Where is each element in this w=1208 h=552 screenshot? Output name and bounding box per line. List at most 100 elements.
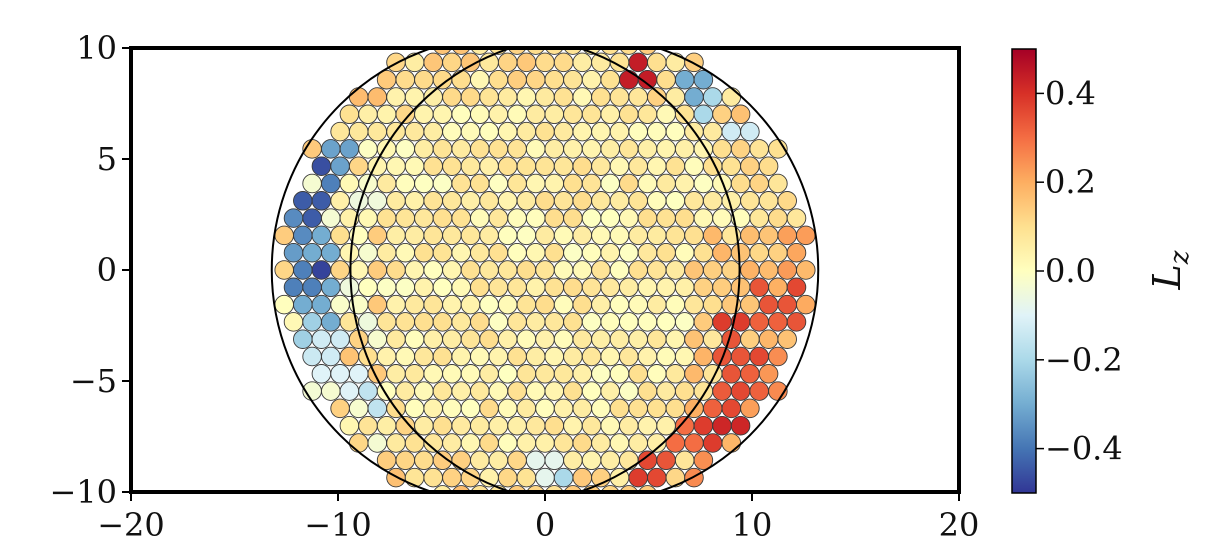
particle-point xyxy=(656,277,676,298)
particle-point xyxy=(321,346,341,367)
particle-point xyxy=(600,312,620,332)
particle-point xyxy=(777,191,797,211)
particle-point xyxy=(600,69,620,90)
particle-point xyxy=(693,415,714,436)
particle-point xyxy=(470,69,490,90)
particle-point xyxy=(283,242,304,263)
particle-point xyxy=(572,433,593,453)
particle-point xyxy=(348,433,369,453)
particle-point xyxy=(367,398,388,419)
particle-point xyxy=(395,381,416,401)
particle-point xyxy=(572,467,593,488)
particle-point xyxy=(423,121,443,142)
particle-point xyxy=(674,450,695,471)
particle-point xyxy=(563,139,583,159)
particle-point xyxy=(665,52,686,73)
particle-point xyxy=(525,312,546,332)
particle-point xyxy=(563,69,583,90)
particle-point xyxy=(348,364,369,384)
particle-point xyxy=(553,191,574,211)
particle-point xyxy=(758,156,779,176)
particle-point xyxy=(358,415,378,436)
particle-point xyxy=(702,87,723,107)
particle-point xyxy=(563,346,583,367)
particle-point xyxy=(600,208,620,228)
particle-point xyxy=(358,104,378,125)
particle-point xyxy=(656,450,676,471)
particle-point xyxy=(749,208,769,228)
particle-point xyxy=(656,381,676,401)
particle-point xyxy=(470,415,490,436)
particle-point xyxy=(497,87,518,107)
particle-point xyxy=(693,450,714,471)
particle-point xyxy=(451,381,471,401)
particle-point xyxy=(414,69,434,90)
particle-point xyxy=(274,260,294,280)
particle-point xyxy=(479,294,499,315)
particle-point xyxy=(656,312,676,332)
particle-point xyxy=(516,398,537,419)
particle-point xyxy=(796,225,816,246)
particle-point xyxy=(433,485,452,492)
particle-point xyxy=(414,381,434,401)
particle-point xyxy=(404,398,425,419)
particle-point xyxy=(470,48,490,55)
particle-point xyxy=(553,225,574,246)
particle-point xyxy=(432,381,453,401)
particle-point xyxy=(395,242,416,263)
particle-point xyxy=(674,312,695,332)
particle-point xyxy=(684,156,704,176)
particle-point xyxy=(740,191,760,211)
particle-point xyxy=(721,398,742,419)
particle-point xyxy=(674,139,695,159)
particle-point xyxy=(535,87,555,107)
particle-point xyxy=(619,346,639,367)
particle-point xyxy=(638,485,657,492)
particle-point xyxy=(432,242,453,263)
particle-point xyxy=(423,191,443,211)
particle-point xyxy=(376,277,397,298)
particle-point xyxy=(600,346,620,367)
particle-point xyxy=(581,450,602,471)
particle-point xyxy=(563,242,583,263)
particle-point xyxy=(581,208,602,228)
particle-point xyxy=(367,87,388,107)
particle-point xyxy=(470,242,490,263)
particle-point xyxy=(386,225,406,246)
particle-point xyxy=(535,121,555,142)
particle-point xyxy=(525,450,546,471)
particle-point xyxy=(516,225,537,246)
particle-point xyxy=(591,225,611,246)
particle-point xyxy=(404,364,425,384)
particle-point xyxy=(665,467,686,488)
particle-point xyxy=(330,294,350,315)
particle-point xyxy=(535,156,555,176)
particle-point xyxy=(581,277,602,298)
particle-point xyxy=(516,156,537,176)
particle-point xyxy=(572,294,593,315)
particle-point xyxy=(404,467,425,488)
particle-point xyxy=(693,208,714,228)
y-tick-label: 0 xyxy=(97,251,117,289)
particle-point xyxy=(563,381,583,401)
particle-point xyxy=(451,415,471,436)
particle-point xyxy=(432,312,453,332)
particle-point xyxy=(553,121,574,142)
particle-point xyxy=(684,433,704,453)
particle-point xyxy=(740,364,760,384)
particle-point xyxy=(684,260,704,280)
particle-point xyxy=(293,329,313,349)
particle-point xyxy=(563,208,583,228)
particle-point xyxy=(628,156,648,176)
particle-point xyxy=(535,191,555,211)
particle-point xyxy=(376,173,397,194)
particle-point xyxy=(376,208,397,228)
particle-point xyxy=(637,242,658,263)
particle-point xyxy=(442,364,462,384)
particle-point xyxy=(544,381,565,401)
particle-point xyxy=(619,381,639,401)
particle-point xyxy=(553,329,574,349)
particle-point xyxy=(302,346,322,367)
particle-point xyxy=(339,242,360,263)
particle-point xyxy=(563,450,583,471)
